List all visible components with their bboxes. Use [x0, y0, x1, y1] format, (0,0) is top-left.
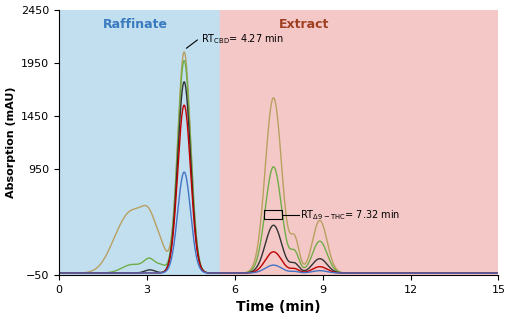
Text: Raffinate: Raffinate: [103, 18, 168, 31]
Text: RT$_{\rm CBD}$= 4.27 min: RT$_{\rm CBD}$= 4.27 min: [201, 32, 284, 46]
Bar: [220, 10, 498, 275]
Text: Extract: Extract: [279, 18, 329, 31]
Text: RT$_{\Delta\rm 9-THC}$= 7.32 min: RT$_{\Delta\rm 9-THC}$= 7.32 min: [300, 208, 400, 221]
Bar: [59, 10, 220, 275]
X-axis label: Time (min): Time (min): [237, 300, 321, 315]
Y-axis label: Absorption (mAU): Absorption (mAU): [6, 87, 15, 198]
